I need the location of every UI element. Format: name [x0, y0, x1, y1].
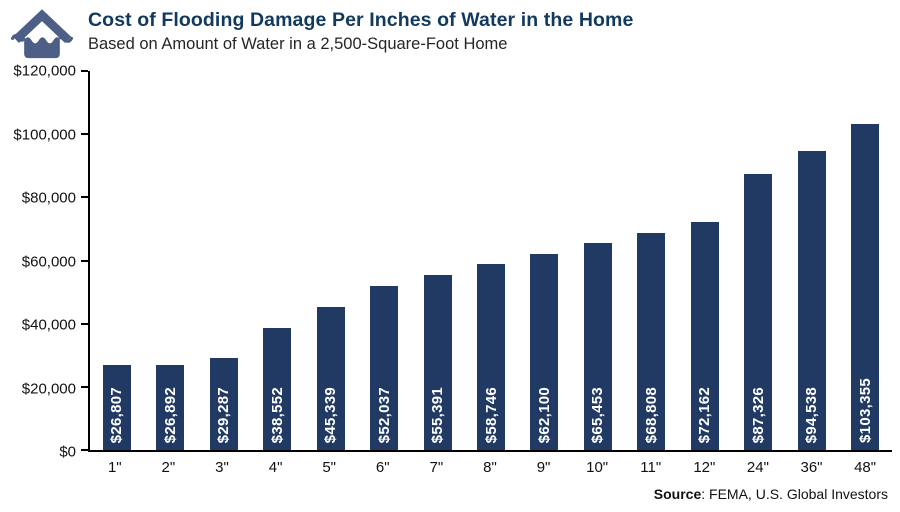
x-tick-label: 2"	[161, 459, 176, 476]
bar-slot: $55,391	[411, 71, 464, 450]
x-tick-label: 6"	[375, 459, 390, 476]
bar-value-label: $29,287	[215, 386, 233, 443]
y-tick-label: $40,000	[21, 316, 76, 334]
source-note: Source: FEMA, U.S. Global Investors	[8, 486, 892, 502]
y-tick-label: $80,000	[21, 189, 76, 207]
chart-header: Cost of Flooding Damage Per Inches of Wa…	[8, 6, 892, 62]
bar-value-label: $103,355	[856, 378, 874, 443]
bar: $87,326	[744, 174, 773, 450]
bar-slot: $26,892	[143, 71, 196, 450]
bar: $26,892	[156, 365, 185, 450]
x-tick-label: 5"	[322, 459, 336, 476]
bar: $38,552	[263, 328, 292, 450]
x-tick-label: 24"	[746, 459, 769, 476]
bar: $94,538	[797, 151, 826, 450]
bar: $65,453	[583, 243, 612, 450]
y-tick-mark	[81, 70, 88, 72]
x-tick-label: 4"	[268, 459, 283, 476]
bar-value-label: $68,808	[642, 386, 660, 443]
bar-slot: $103,355	[839, 71, 892, 450]
source-label: Source	[653, 486, 702, 502]
bar: $62,100	[530, 253, 559, 450]
bar-slot: $65,453	[571, 71, 624, 450]
x-tick-label: 1"	[107, 459, 122, 476]
y-tick-mark	[81, 385, 88, 388]
y-tick-label: $60,000	[21, 253, 76, 270]
plot-area: $26,807 $26,892 $29,287 $38,552 $45,339 $52,0…	[81, 70, 892, 452]
x-tick-label: 3"	[215, 459, 229, 476]
bar-slot: $26,807	[90, 71, 143, 450]
source-text: : FEMA, U.S. Global Investors	[701, 486, 888, 502]
chart-title: Cost of Flooding Damage Per Inches of Wa…	[88, 9, 634, 31]
y-tick-mark	[81, 133, 88, 136]
x-axis: 1" 2" 3" 4" 5" 6" 7" 8" 9" 10" 11" 12" 24" 36" 48"	[88, 459, 892, 476]
bar-value-label: $72,162	[696, 386, 714, 443]
y-axis: $120,000 $100,000 $80,000 $60,000 $40,000 $20…	[8, 63, 88, 461]
bar: $58,746	[477, 264, 506, 450]
y-tick-mark	[81, 449, 88, 451]
x-tick-label: 7"	[429, 459, 444, 476]
x-tick-label: 10"	[586, 459, 609, 476]
bar-value-label: $26,807	[108, 386, 126, 443]
bar: $72,162	[690, 222, 719, 450]
bar-value-label: $62,100	[535, 386, 553, 443]
x-tick-label: 11"	[640, 459, 662, 476]
bar-slot: $38,552	[250, 71, 303, 450]
x-tick-label: 9"	[536, 459, 551, 476]
y-tick-label: $20,000	[21, 380, 76, 397]
bar-slot: $94,538	[785, 71, 838, 450]
bar: $103,355	[851, 123, 880, 450]
bar-value-label: $87,326	[749, 386, 767, 443]
bar: $29,287	[209, 357, 238, 450]
y-tick-label: $120,000	[13, 62, 76, 80]
bar-value-label: $65,453	[589, 386, 607, 443]
y-tick-mark	[81, 259, 88, 262]
y-tick-mark	[81, 322, 88, 325]
bar-slot: $29,287	[197, 71, 250, 450]
bar-value-label: $94,538	[803, 386, 821, 443]
y-tick-label: $100,000	[13, 126, 76, 143]
bar: $52,037	[370, 285, 399, 450]
y-tick-label: $0	[59, 443, 76, 461]
x-tick-label: 8"	[483, 459, 497, 476]
bar-value-label: $52,037	[375, 386, 393, 443]
bar: $68,808	[637, 232, 666, 450]
bar-value-label: $45,339	[322, 386, 340, 443]
bar-slot: $87,326	[732, 71, 785, 450]
bar-slot: $62,100	[518, 71, 571, 450]
bar: $45,339	[316, 306, 345, 450]
x-tick-label: 36"	[800, 459, 823, 476]
bar-slot: $52,037	[357, 71, 410, 450]
bar-chart: $120,000 $100,000 $80,000 $60,000 $40,000 $20…	[8, 63, 892, 476]
header-titles: Cost of Flooding Damage Per Inches of Wa…	[88, 6, 633, 54]
bar-value-label: $38,552	[268, 386, 286, 443]
bar-value-label: $26,892	[161, 386, 179, 443]
x-tick-label: 48"	[854, 459, 877, 476]
bar: $26,807	[102, 365, 131, 450]
chart-subtitle: Based on Amount of Water in a 2,500-Squa…	[88, 35, 508, 53]
bar: $55,391	[423, 275, 452, 450]
flood-house-icon	[10, 8, 74, 62]
bar-value-label: $58,746	[482, 386, 500, 443]
bar-slot: $45,339	[304, 71, 357, 450]
bar-slot: $58,746	[464, 71, 517, 450]
y-tick-mark	[81, 196, 88, 199]
bars-container: $26,807 $26,892 $29,287 $38,552 $45,339 $52,0…	[90, 71, 892, 450]
x-tick-label: 12"	[693, 459, 716, 476]
bar-value-label: $55,391	[429, 386, 447, 443]
bar-slot: $72,162	[678, 71, 731, 450]
bar-slot: $68,808	[625, 71, 678, 450]
